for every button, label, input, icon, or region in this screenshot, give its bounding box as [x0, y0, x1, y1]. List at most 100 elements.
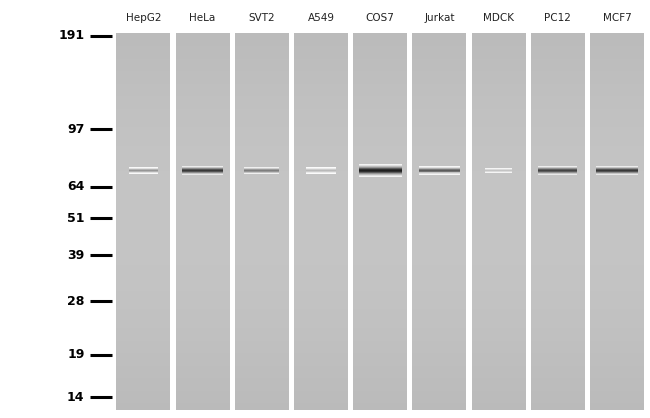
Bar — [294, 284, 348, 291]
Bar — [413, 90, 467, 96]
Bar — [294, 65, 348, 71]
Text: HepG2: HepG2 — [125, 13, 161, 23]
Bar — [294, 127, 348, 134]
Bar — [413, 121, 467, 127]
Bar — [472, 222, 526, 228]
Bar — [353, 272, 408, 278]
Bar — [176, 159, 229, 165]
Bar — [235, 115, 289, 121]
Bar — [294, 353, 348, 359]
Bar — [235, 209, 289, 215]
Bar — [590, 353, 644, 359]
Bar — [294, 33, 348, 40]
Bar — [294, 215, 348, 222]
Bar — [472, 33, 526, 410]
Bar — [472, 284, 526, 291]
Bar — [176, 59, 229, 65]
Bar — [413, 140, 467, 146]
Bar — [413, 347, 467, 353]
Bar — [294, 240, 348, 247]
Bar — [472, 234, 526, 240]
Bar — [413, 178, 467, 184]
Bar — [235, 353, 289, 359]
Bar — [590, 178, 644, 184]
Text: HeLa: HeLa — [189, 13, 216, 23]
Bar — [235, 102, 289, 109]
Bar — [176, 309, 229, 316]
Bar — [472, 278, 526, 284]
Bar — [176, 121, 229, 127]
Bar — [353, 140, 408, 146]
Bar — [413, 316, 467, 322]
Bar — [294, 115, 348, 121]
Bar — [116, 215, 170, 222]
Bar — [413, 209, 467, 215]
Bar — [294, 347, 348, 353]
Bar — [413, 334, 467, 341]
Bar — [294, 265, 348, 272]
Bar — [531, 190, 585, 196]
Bar — [413, 196, 467, 203]
Bar — [590, 228, 644, 234]
Bar — [590, 265, 644, 272]
Bar — [294, 234, 348, 240]
Bar — [590, 316, 644, 322]
Bar — [235, 33, 289, 40]
Bar — [413, 222, 467, 228]
Bar — [235, 215, 289, 222]
Bar — [353, 334, 408, 341]
Bar — [235, 159, 289, 165]
Bar — [116, 297, 170, 303]
Text: 39: 39 — [67, 249, 85, 262]
Bar — [235, 228, 289, 234]
Bar — [531, 385, 585, 391]
Bar — [472, 397, 526, 403]
Bar — [116, 146, 170, 153]
Bar — [176, 253, 229, 259]
Bar — [235, 316, 289, 322]
Bar — [353, 385, 408, 391]
Bar — [413, 115, 467, 121]
Bar — [235, 403, 289, 410]
Bar — [413, 102, 467, 109]
Bar — [116, 359, 170, 366]
Bar — [176, 391, 229, 397]
Bar — [590, 341, 644, 347]
Bar — [531, 77, 585, 84]
Bar — [116, 59, 170, 65]
Bar — [590, 259, 644, 265]
Bar — [353, 134, 408, 140]
Bar — [116, 33, 170, 40]
Bar — [176, 215, 229, 222]
Bar — [353, 178, 408, 184]
Bar — [235, 247, 289, 253]
Bar — [235, 40, 289, 46]
Bar — [176, 228, 229, 234]
Bar — [235, 265, 289, 272]
Bar — [472, 190, 526, 196]
Bar — [294, 334, 348, 341]
Bar — [235, 234, 289, 240]
Bar — [294, 102, 348, 109]
Bar — [531, 84, 585, 90]
Bar — [235, 96, 289, 102]
Bar — [590, 65, 644, 71]
Bar — [531, 297, 585, 303]
Bar — [413, 228, 467, 234]
Bar — [176, 140, 229, 146]
Bar — [116, 77, 170, 84]
Text: Jurkat: Jurkat — [424, 13, 455, 23]
Bar — [531, 33, 585, 410]
Bar — [353, 228, 408, 234]
Bar — [531, 284, 585, 291]
Bar — [176, 203, 229, 209]
Bar — [590, 272, 644, 278]
Bar — [353, 366, 408, 372]
Bar — [176, 240, 229, 247]
Bar — [294, 203, 348, 209]
Bar — [176, 316, 229, 322]
Bar — [235, 240, 289, 247]
Bar — [294, 165, 348, 171]
Bar — [353, 391, 408, 397]
Bar — [294, 222, 348, 228]
